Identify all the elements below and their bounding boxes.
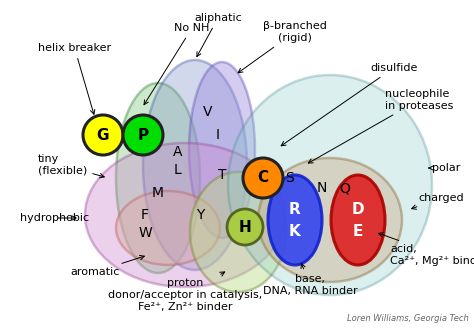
- Text: P: P: [137, 127, 148, 143]
- Text: L: L: [174, 163, 182, 177]
- Text: G: G: [97, 127, 109, 143]
- Ellipse shape: [228, 75, 432, 295]
- Text: S: S: [286, 171, 294, 185]
- Ellipse shape: [85, 143, 285, 287]
- Text: Y: Y: [196, 208, 204, 222]
- Text: N: N: [317, 181, 327, 195]
- Ellipse shape: [190, 172, 286, 292]
- Circle shape: [83, 115, 123, 155]
- Text: tiny
(flexible): tiny (flexible): [38, 154, 104, 178]
- Ellipse shape: [268, 175, 322, 265]
- Circle shape: [123, 115, 163, 155]
- Circle shape: [227, 209, 263, 245]
- Ellipse shape: [189, 62, 255, 238]
- Ellipse shape: [143, 60, 247, 270]
- Text: proton
donor/acceptor in catalysis,
Fe²⁺, Zn²⁺ binder: proton donor/acceptor in catalysis, Fe²⁺…: [108, 272, 262, 311]
- Text: polar: polar: [429, 163, 460, 173]
- Text: D: D: [352, 203, 365, 217]
- Text: acid,
Ca²⁺, Mg²⁺ binder: acid, Ca²⁺, Mg²⁺ binder: [379, 233, 474, 266]
- Text: E: E: [353, 224, 363, 240]
- Text: nucleophile
in proteases: nucleophile in proteases: [309, 89, 453, 163]
- Text: charged: charged: [411, 193, 464, 209]
- Text: Loren Williams, Georgia Tech: Loren Williams, Georgia Tech: [347, 314, 469, 323]
- Text: M: M: [152, 186, 164, 200]
- Text: W: W: [138, 226, 152, 240]
- Ellipse shape: [116, 83, 200, 273]
- Text: I: I: [216, 128, 220, 142]
- Text: hydrophobic: hydrophobic: [20, 213, 89, 223]
- Text: No NH: No NH: [144, 23, 210, 105]
- Text: C: C: [257, 170, 269, 185]
- Ellipse shape: [258, 158, 402, 282]
- Circle shape: [243, 158, 283, 198]
- Text: helix breaker: helix breaker: [38, 43, 111, 114]
- Text: A: A: [173, 145, 183, 159]
- Text: base,
DNA, RNA binder: base, DNA, RNA binder: [263, 263, 357, 296]
- Text: F: F: [141, 208, 149, 222]
- Ellipse shape: [331, 175, 385, 265]
- Text: Q: Q: [339, 181, 350, 195]
- Text: aromatic: aromatic: [70, 256, 144, 277]
- Text: V: V: [203, 105, 213, 119]
- Text: β-branched
(rigid): β-branched (rigid): [238, 21, 327, 73]
- Text: H: H: [238, 219, 251, 234]
- Text: aliphatic: aliphatic: [194, 13, 242, 57]
- Ellipse shape: [116, 191, 220, 265]
- Text: R: R: [289, 203, 301, 217]
- Text: T: T: [218, 168, 226, 182]
- Text: disulfide: disulfide: [281, 63, 418, 146]
- Text: K: K: [289, 224, 301, 240]
